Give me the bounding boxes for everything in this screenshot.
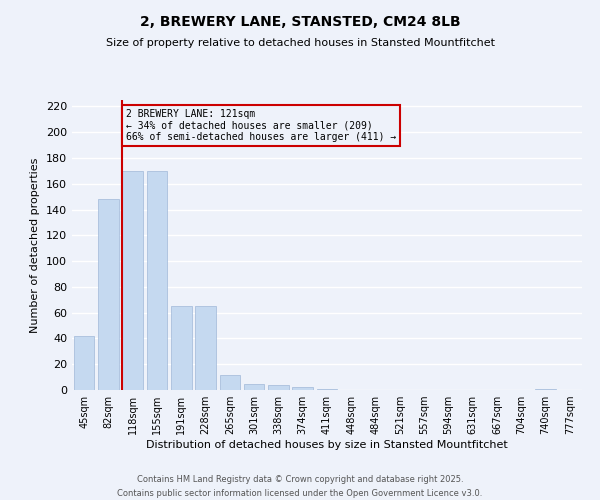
Bar	[317, 388, 337, 390]
Bar	[244, 384, 265, 390]
Bar	[74, 336, 94, 390]
Text: 2, BREWERY LANE, STANSTED, CM24 8LB: 2, BREWERY LANE, STANSTED, CM24 8LB	[140, 15, 460, 29]
Bar	[535, 388, 556, 390]
Text: Size of property relative to detached houses in Stansted Mountfitchet: Size of property relative to detached ho…	[106, 38, 494, 48]
Bar	[292, 388, 313, 390]
Bar	[220, 374, 240, 390]
Bar	[146, 171, 167, 390]
X-axis label: Distribution of detached houses by size in Stansted Mountfitchet: Distribution of detached houses by size …	[146, 440, 508, 450]
Bar	[195, 306, 216, 390]
Bar	[171, 306, 191, 390]
Y-axis label: Number of detached properties: Number of detached properties	[31, 158, 40, 332]
Text: Contains HM Land Registry data © Crown copyright and database right 2025.
Contai: Contains HM Land Registry data © Crown c…	[118, 476, 482, 498]
Bar	[268, 385, 289, 390]
Bar	[122, 171, 143, 390]
Text: 2 BREWERY LANE: 121sqm
← 34% of detached houses are smaller (209)
66% of semi-de: 2 BREWERY LANE: 121sqm ← 34% of detached…	[126, 109, 396, 142]
Bar	[98, 199, 119, 390]
